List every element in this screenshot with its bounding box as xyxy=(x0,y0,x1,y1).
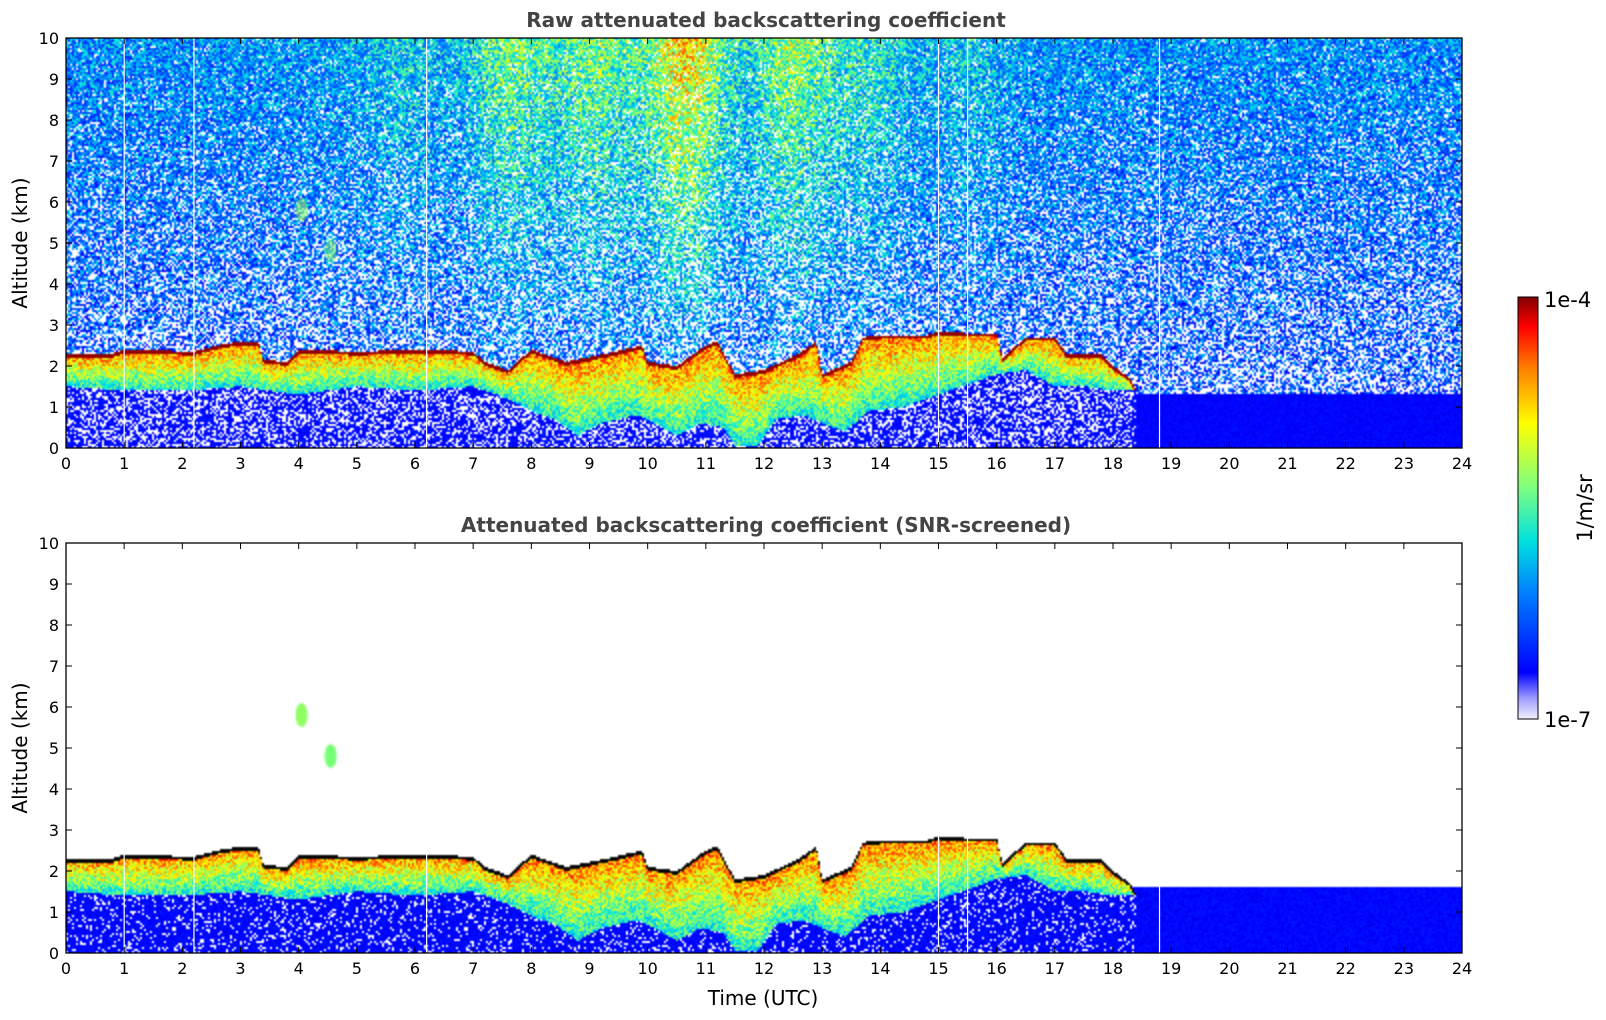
bottom-panel: Attenuated backscattering coefficient (S… xyxy=(8,513,1472,1010)
x-tick-label: 2 xyxy=(177,454,187,473)
x-tick-label: 10 xyxy=(637,959,657,978)
y-tick-label: 2 xyxy=(49,357,59,376)
top-chart-title: Raw attenuated backscattering coefficien… xyxy=(526,8,1006,32)
colorbar-gradient xyxy=(1517,296,1539,720)
top-y-axis-label: Altitude (km) xyxy=(8,177,32,308)
x-tick-label: 7 xyxy=(468,959,478,978)
x-tick-label: 4 xyxy=(294,454,304,473)
y-tick-label: 6 xyxy=(49,193,59,212)
y-tick-label: 2 xyxy=(49,862,59,881)
y-tick-label: 0 xyxy=(49,944,59,963)
y-tick-label: 3 xyxy=(49,316,59,335)
x-tick-label: 15 xyxy=(928,959,948,978)
x-tick-label: 9 xyxy=(584,454,594,473)
x-tick-label: 11 xyxy=(696,959,716,978)
x-tick-label: 5 xyxy=(352,454,362,473)
x-tick-label: 1 xyxy=(119,959,129,978)
x-tick-label: 20 xyxy=(1219,959,1239,978)
x-tick-label: 3 xyxy=(235,959,245,978)
x-tick-label: 13 xyxy=(812,454,832,473)
y-tick-label: 8 xyxy=(49,616,59,635)
x-tick-label: 21 xyxy=(1277,454,1297,473)
y-tick-label: 10 xyxy=(39,29,59,48)
x-tick-label: 1 xyxy=(119,454,129,473)
top-panel: Raw attenuated backscattering coefficien… xyxy=(8,8,1472,473)
bottom-axes-ticks: 0 1 2 3 4 5 6 7 8 9 10 11 12 13 14 15 16 17 18 19 20 21 22 23 24… xyxy=(39,534,1473,978)
colorbar-unit-label: 1/m/sr xyxy=(1573,474,1597,542)
y-tick-label: 6 xyxy=(49,698,59,717)
y-tick-label: 9 xyxy=(49,70,59,89)
colorbar: 1e-4 1e-7 1/m/sr xyxy=(1517,288,1597,732)
x-tick-label: 17 xyxy=(1045,454,1065,473)
x-tick-label: 11 xyxy=(696,454,716,473)
x-tick-label: 21 xyxy=(1277,959,1297,978)
x-tick-label: 8 xyxy=(526,959,536,978)
y-tick-label: 1 xyxy=(49,398,59,417)
x-tick-label: 23 xyxy=(1394,959,1414,978)
x-tick-label: 18 xyxy=(1103,959,1123,978)
top-axes-ticks: 0 1 2 3 4 5 6 7 8 9 10 11 12 13 14 15 16 17 18 19 20 21 22 23 24… xyxy=(39,29,1473,473)
x-tick-label: 22 xyxy=(1335,454,1355,473)
x-tick-label: 10 xyxy=(637,454,657,473)
y-tick-label: 9 xyxy=(49,575,59,594)
x-tick-label: 6 xyxy=(410,454,420,473)
x-tick-label: 16 xyxy=(986,454,1006,473)
x-tick-label: 12 xyxy=(754,454,774,473)
x-tick-label: 2 xyxy=(177,959,187,978)
x-tick-label: 6 xyxy=(410,959,420,978)
x-axis-label: Time (UTC) xyxy=(707,986,819,1010)
x-tick-label: 23 xyxy=(1394,454,1414,473)
x-tick-label: 15 xyxy=(928,454,948,473)
x-tick-label: 17 xyxy=(1045,959,1065,978)
x-tick-label: 19 xyxy=(1161,959,1181,978)
top-heatmap xyxy=(66,38,1462,448)
y-tick-label: 5 xyxy=(49,739,59,758)
x-tick-label: 14 xyxy=(870,959,890,978)
bottom-heatmap xyxy=(66,543,1462,953)
y-tick-label: 8 xyxy=(49,111,59,130)
x-tick-label: 7 xyxy=(468,454,478,473)
x-tick-label: 3 xyxy=(235,454,245,473)
y-tick-label: 4 xyxy=(49,780,59,799)
x-tick-label: 0 xyxy=(61,959,71,978)
colorbar-min-label: 1e-7 xyxy=(1544,708,1591,732)
x-tick-label: 8 xyxy=(526,454,536,473)
x-tick-label: 13 xyxy=(812,959,832,978)
bottom-y-axis-label: Altitude (km) xyxy=(8,682,32,813)
y-tick-label: 7 xyxy=(49,657,59,676)
colorbar-max-label: 1e-4 xyxy=(1544,288,1591,312)
y-tick-label: 10 xyxy=(39,534,59,553)
x-tick-label: 4 xyxy=(294,959,304,978)
x-tick-label: 5 xyxy=(352,959,362,978)
top-data-gaps xyxy=(123,38,1161,448)
x-tick-label: 22 xyxy=(1335,959,1355,978)
x-tick-label: 19 xyxy=(1161,454,1181,473)
y-tick-label: 1 xyxy=(49,903,59,922)
x-tick-label: 9 xyxy=(584,959,594,978)
x-tick-label: 14 xyxy=(870,454,890,473)
bottom-data-gaps xyxy=(123,543,1161,953)
y-tick-label: 5 xyxy=(49,234,59,253)
bottom-chart-title: Attenuated backscattering coefficient (S… xyxy=(461,513,1071,537)
x-tick-label: 12 xyxy=(754,959,774,978)
y-tick-label: 4 xyxy=(49,275,59,294)
x-tick-label: 0 xyxy=(61,454,71,473)
x-tick-label: 16 xyxy=(986,959,1006,978)
y-tick-label: 7 xyxy=(49,152,59,171)
x-tick-label: 20 xyxy=(1219,454,1239,473)
y-tick-label: 3 xyxy=(49,821,59,840)
x-tick-label: 24 xyxy=(1452,959,1472,978)
x-tick-label: 24 xyxy=(1452,454,1472,473)
x-tick-label: 18 xyxy=(1103,454,1123,473)
y-tick-label: 0 xyxy=(49,439,59,458)
